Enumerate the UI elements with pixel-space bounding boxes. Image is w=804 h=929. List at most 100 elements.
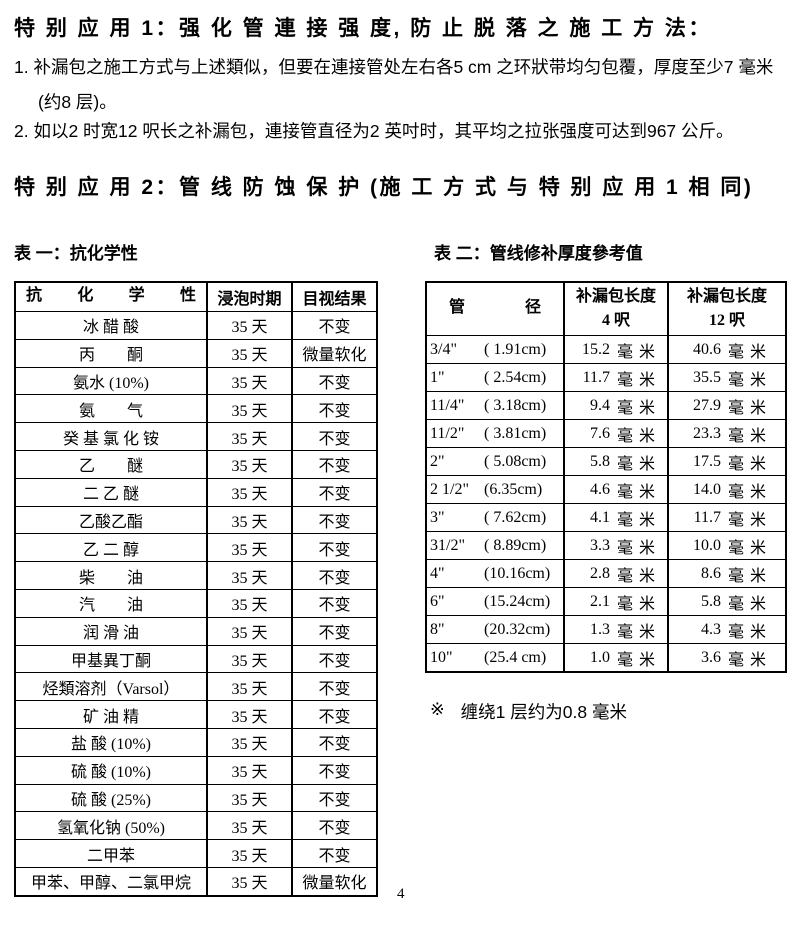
visual-result-cell: 不变 [291,784,376,812]
visual-result-cell: 不变 [291,673,376,701]
section2-title: 特 别 应 用 2：管 线 防 蚀 保 护 (施 工 方 式 与 特 别 应 用… [14,176,754,199]
pipe-size-cm: ( 8.89cm) [484,536,547,554]
visual-result-cell: 不变 [291,478,376,506]
soak-period-cell: 35 天 [206,589,291,617]
soak-period-cell: 35 天 [206,506,291,534]
thickness-4ft-cell: 2.8 毫 米 [563,560,667,587]
thickness-value: 11.7 [582,368,610,386]
table-row: 二甲苯 35 天不变 [16,839,376,867]
soak-period-cell: 35 天 [206,728,291,756]
soak-period-cell: 35 天 [206,840,291,867]
table-row: 盐 酸 (10%) 35 天不变 [16,727,376,756]
visual-result-cell: 不变 [291,756,376,784]
thickness-12ft-cell: 10.0 毫 米 [667,532,785,559]
soak-period-cell: 35 天 [206,673,291,701]
thickness-unit: 毫 米 [616,343,656,361]
thickness-unit: 毫 米 [616,595,656,613]
section1-item-1: 1. 补漏包之施工方式与上述類似，但要在連接管处左右各5 cm 之环狀带均匀包覆… [14,57,774,112]
soak-period-cell: 35 天 [206,645,291,673]
soak-period-cell: 35 天 [206,312,291,339]
pipe-diameter-cell: 31/2" ( 8.89cm) [427,532,563,559]
pipe-size-cm: (25.4 cm) [484,648,547,666]
pipe-diameter-cell: 6" (15.24cm) [427,588,563,615]
pipe-diameter-cell: 3" ( 7.62cm) [427,504,563,531]
soak-period-cell: 35 天 [206,339,291,367]
table-row: 丙 酮 35 天微量软化 [16,338,376,367]
pipe-diameter-cell: 11/2" ( 3.81cm) [427,420,563,447]
pipe-size-cm: ( 3.81cm) [484,424,547,442]
pipe-size-cm: ( 3.18cm) [484,396,547,414]
thickness-12ft-cell: 40.6 毫 米 [667,336,785,363]
footnote-text: 缠绕1 层约为0.8 毫米 [460,702,627,722]
section1-item-2: 2. 如以2 时宽12 呎长之补漏包，連接管直径为2 英吋时，其平均之拉张强度可… [14,121,734,141]
thickness-value: 2.1 [589,592,610,610]
chemical-name-cell: 硫 酸 (25%) [71,791,151,809]
thickness-unit: 毫 米 [727,623,767,641]
table-row: 乙 醚 35 天不变 [16,449,376,478]
pipe-diameter-cell: 1" ( 2.54cm) [427,364,563,391]
pipe-size: 1" [430,368,445,386]
thickness-unit: 毫 米 [727,427,767,445]
pipe-size: 6" [430,592,445,610]
chemical-name-cell: 氨水 (10%) [73,374,149,392]
table2-caption: 表 二：管线修补厚度參考值 [434,244,643,263]
thickness-value: 1.3 [589,620,610,638]
thickness-unit: 毫 米 [616,427,656,445]
table-row: 3" ( 7.62cm) 4.1 毫 米 11.7 毫 米 [427,503,785,531]
table-row: 硫 酸 (25%) 35 天不变 [16,783,376,812]
thickness-value: 9.4 [589,396,610,414]
thickness-unit: 毫 米 [727,483,767,501]
thickness-value: 10.0 [692,536,721,554]
pipe-size-cm: ( 5.08cm) [484,452,547,470]
visual-result-cell: 不变 [291,562,376,589]
chemical-resistance-table: 抗 化 学 性 浸泡时期 目视结果 冰 醋 酸 35 天不变丙 酮 35 天微量软化… [14,281,378,897]
table-row: 8" (20.32cm) 1.3 毫 米 4.3 毫 米 [427,615,785,643]
table-row: 癸 基 氯 化 铵 35 天不变 [16,422,376,450]
thickness-12ft-cell: 17.5 毫 米 [667,448,785,475]
chemical-name-cell: 乙酸乙酯 [78,513,143,531]
thickness-value: 5.8 [589,452,610,470]
table2-header-row: 管 径 补漏包长度 4 呎 补漏包长度 12 呎 [427,283,785,335]
thickness-12ft-cell: 8.6 毫 米 [667,560,785,587]
thickness-unit: 毫 米 [727,399,767,417]
thickness-unit: 毫 米 [727,567,767,585]
table-row: 润 滑 油 35 天不变 [16,616,376,645]
thickness-4ft-cell: 15.2 毫 米 [563,336,667,363]
thickness-4ft-cell: 5.8 毫 米 [563,448,667,475]
thickness-4ft-cell: 9.4 毫 米 [563,392,667,419]
visual-result-cell: 不变 [291,312,376,339]
visual-result-cell: 不变 [291,589,376,617]
pipe-size: 2" [430,452,445,470]
thickness-value: 4.1 [589,508,610,526]
chemical-name-cell: 润 滑 油 [82,625,139,643]
table-row: 10" (25.4 cm) 1.0 毫 米 3.6 毫 米 [427,643,785,671]
table-row: 2" ( 5.08cm) 5.8 毫 米 17.5 毫 米 [427,447,785,475]
table-row: 氨水 (10%) 35 天不变 [16,366,376,395]
thickness-unit: 毫 米 [616,371,656,389]
reference-mark-icon: ※ [430,699,445,719]
thickness-value: 2.8 [589,564,610,582]
thickness-unit: 毫 米 [616,539,656,557]
thickness-12ft-cell: 14.0 毫 米 [667,476,785,503]
chemical-name-cell: 二 乙 醚 [82,486,139,504]
thickness-4ft-cell: 4.1 毫 米 [563,504,667,531]
thickness-value: 27.9 [692,396,721,414]
chemical-name-cell: 盐 酸 (10%) [71,736,151,754]
table-row: 汽 油 35 天不变 [16,588,376,617]
table2-header-pipe-diameter: 管 径 [449,299,541,316]
pipe-size: 3/4" [430,340,457,358]
repair-thickness-table: 管 径 补漏包长度 4 呎 补漏包长度 12 呎 3/4" ( 1.91cm) 15… [425,281,787,673]
chemical-name-cell: 二甲苯 [86,847,135,865]
pipe-diameter-cell: 10" (25.4 cm) [427,644,563,671]
table1-header-row: 抗 化 学 性 浸泡时期 目视结果 [16,283,376,311]
thickness-unit: 毫 米 [616,623,656,641]
soak-period-cell: 35 天 [206,367,291,395]
table-row: 硫 酸 (10%) 35 天不变 [16,755,376,784]
visual-result-cell: 微量软化 [291,867,376,895]
pipe-diameter-cell: 4" (10.16cm) [427,560,563,587]
pipe-size: 11/2" [430,424,465,442]
thickness-unit: 毫 米 [727,539,767,557]
thickness-value: 1.0 [589,648,610,666]
table-row: 氢氧化钠 (50%) 35 天不变 [16,811,376,840]
thickness-4ft-cell: 1.0 毫 米 [563,644,667,671]
